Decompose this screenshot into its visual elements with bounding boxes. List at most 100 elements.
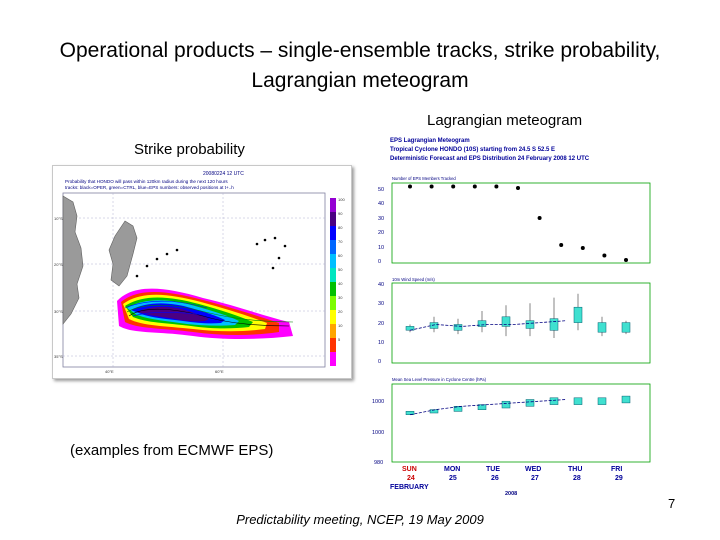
panel1-title: Number of EPS Members Tracked: [392, 176, 456, 181]
map-date-label: 20080224 12 UTC: [203, 171, 244, 177]
wind-box: [597, 322, 607, 333]
members-point: [537, 216, 542, 220]
lat-label-1: 10°S: [54, 216, 63, 221]
members-point: [580, 246, 585, 250]
day-date-29: 29: [615, 475, 623, 482]
probability-color-scale: [330, 198, 336, 366]
panel1-tick-10: 10: [378, 245, 384, 251]
members-point: [516, 186, 520, 190]
madagascar-island: [108, 220, 138, 287]
map-caption-line-2: tracks: black=OPER, green=CTRL, blue=EPS…: [65, 185, 234, 190]
panel2-tick-40: 40: [378, 282, 384, 288]
day-date-25: 25: [449, 475, 457, 482]
panel2-tick-20: 20: [378, 321, 384, 327]
meteogram-heading-2: Tropical Cyclone HONDO (10S) starting fr…: [390, 147, 555, 153]
pressure-deterministic-line: [409, 399, 567, 416]
pressure-box: [549, 397, 559, 405]
scale-label-10: 10: [338, 323, 343, 328]
scale-label-70: 70: [338, 239, 343, 244]
pressure-box: [453, 406, 463, 412]
panel1-tick-30: 30: [378, 216, 384, 222]
observed-positions: [135, 236, 287, 278]
pressure-box: [573, 397, 583, 405]
ensemble-tracks: [124, 300, 294, 327]
wind-box: [621, 322, 631, 333]
panel1-tick-0: 0: [378, 259, 381, 265]
wind-deterministic-line: [409, 320, 567, 331]
day-label-fri: FRI: [611, 466, 622, 473]
pressure-box: [597, 397, 607, 405]
panel1-tick-50: 50: [378, 187, 384, 193]
wind-speed-boxplots: [405, 293, 631, 338]
scale-label-90: 90: [338, 211, 343, 216]
page-number: 7: [668, 496, 676, 511]
lat-label-3: 30°S: [54, 309, 63, 314]
pressure-box: [501, 400, 511, 409]
pressure-box: [525, 399, 535, 407]
lat-label-2: 20°S: [54, 262, 63, 267]
members-point: [624, 258, 628, 262]
members-point: [494, 184, 499, 189]
panel2-tick-10: 10: [378, 340, 384, 346]
map-caption-line-1: Probability that HONDO will pass within …: [65, 179, 228, 184]
wind-box: [477, 320, 487, 327]
meteogram-heading-3: Deterministic Forecast and EPS Distribut…: [390, 156, 590, 162]
wind-box: [525, 320, 535, 329]
panel3-title: Mean Sea Level Pressure in Cyclone Centr…: [392, 377, 487, 382]
scale-label-100: 100: [338, 197, 345, 202]
wind-box: [501, 316, 511, 327]
scale-label-30: 30: [338, 295, 343, 300]
members-point: [408, 184, 412, 189]
scale-label-80: 80: [338, 225, 343, 230]
pressure-box: [621, 395, 631, 404]
scale-label-5: 5: [338, 337, 341, 342]
month-label: FEBRUARY: [390, 484, 429, 491]
panel1-tick-20: 20: [378, 230, 384, 236]
members-point: [472, 184, 477, 189]
meteogram-label: Lagrangian meteogram: [427, 112, 583, 129]
scale-label-60: 60: [338, 253, 343, 258]
panel2-tick-30: 30: [378, 301, 384, 307]
members-point: [429, 184, 434, 189]
day-label-wed: WED: [525, 466, 541, 473]
day-date-27: 27: [531, 475, 539, 482]
strike-probability-map: 20080224 12 UTC Probability that HONDO w…: [52, 165, 352, 379]
lagrangian-meteogram: EPS Lagrangian Meteogram Tropical Cyclon…: [370, 133, 660, 497]
members-tracked-points: [408, 184, 628, 262]
map-frame: [62, 192, 326, 368]
africa-coastline: [62, 195, 84, 325]
scale-label-50: 50: [338, 267, 343, 272]
panel3-tick-mid: 1000: [372, 430, 384, 436]
meteogram-heading-1: EPS Lagrangian Meteogram: [390, 138, 470, 144]
lon-label-1: 40°E: [105, 369, 114, 374]
panel2-tick-0: 0: [378, 359, 381, 365]
members-point: [451, 184, 456, 189]
day-date-24: 24: [407, 475, 415, 482]
members-point: [602, 253, 607, 258]
panel2-frame: [391, 282, 651, 364]
scale-label-20: 20: [338, 309, 343, 314]
examples-label: (examples from ECMWF EPS): [70, 442, 274, 459]
wind-box: [429, 322, 439, 329]
day-date-28: 28: [573, 475, 581, 482]
panel3-tick-top: 1000: [372, 399, 384, 405]
panel3-tick-bottom: 980: [374, 460, 383, 466]
panel2-title: 10m Wind Speed (m/s): [392, 277, 435, 282]
day-label-tue: TUE: [486, 466, 500, 473]
panel3-frame: [391, 383, 651, 463]
lat-label-4: 35°S: [54, 354, 63, 359]
wind-box: [573, 306, 583, 323]
footer-text: Predictability meeting, NCEP, 19 May 200…: [236, 512, 484, 527]
scale-label-40: 40: [338, 281, 343, 286]
panel1-tick-40: 40: [378, 201, 384, 207]
year-label: 2008: [505, 491, 517, 497]
strike-probability-label: Strike probability: [134, 141, 245, 158]
day-date-26: 26: [491, 475, 499, 482]
day-label-mon: MON: [444, 466, 460, 473]
members-point: [559, 243, 564, 247]
pressure-boxplots: [405, 395, 631, 415]
lon-label-2: 60°E: [215, 369, 224, 374]
day-label-thu: THU: [568, 466, 582, 473]
wind-box: [549, 318, 559, 331]
wind-box: [453, 324, 463, 331]
